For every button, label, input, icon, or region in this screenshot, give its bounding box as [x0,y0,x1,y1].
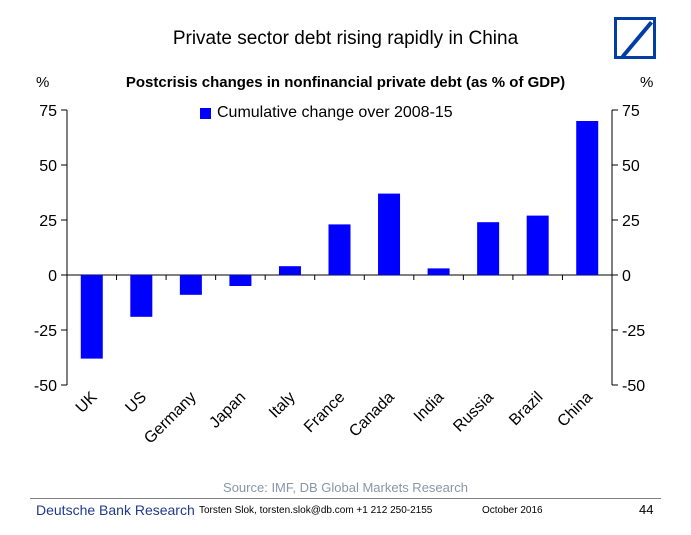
y-tick-label-left: -50 [34,378,57,395]
y-tick-label-right: -50 [622,378,645,395]
y-tick-label-left: -25 [34,323,57,340]
y-tick-label-left: 25 [39,213,57,230]
footer-divider [30,498,661,499]
footer-author: Torsten Slok, torsten.slok@db.com +1 212… [199,505,433,516]
x-tick-label-china: China [554,389,596,431]
bar-italy [278,266,301,275]
chart-title: Postcrisis changes in nonfinancial priva… [125,74,566,91]
chart-source: Source: IMF, DB Global Markets Research [223,480,468,495]
footer-date: October 2016 [482,505,543,516]
y-tick-label-left: 50 [39,158,57,175]
y-tick-label-right: 75 [622,103,640,120]
page-title: Private sector debt rising rapidly in Ch… [172,28,519,49]
y-tick-label-left: 0 [48,268,57,285]
chart-legend: Cumulative change over 2008-15 [200,104,453,122]
footer-brand: Deutsche Bank Research [36,502,195,518]
x-tick-label-japan: Japan [206,389,249,432]
x-tick-label-italy: Italy [266,389,299,422]
y-tick-label-right: 25 [622,213,640,230]
bar-russia [477,222,500,275]
bar-canada [378,193,401,275]
bar-india [427,268,450,275]
x-tick-label-france: France [301,389,348,436]
y-axis-unit-right: % [640,74,654,91]
legend-label: Cumulative change over 2008-15 [217,104,453,121]
y-tick-label-right: 0 [622,268,631,285]
x-tick-label-us: US [122,389,150,417]
bar-germany [179,275,202,295]
bar-brazil [526,215,549,275]
y-tick-label-right: -25 [622,323,645,340]
bar-china [576,121,599,275]
x-tick-label-russia: Russia [450,389,497,436]
y-tick-label-left: 75 [39,103,57,120]
legend-swatch [200,107,211,119]
bar-uk [80,275,103,359]
deutsche-bank-logo-icon [614,17,656,59]
page-number: 44 [639,502,654,517]
x-tick-label-brazil: Brazil [506,389,546,429]
x-tick-label-india: India [411,389,448,426]
bar-france [328,224,351,275]
x-tick-label-canada: Canada [346,389,398,441]
y-axis-unit-left: % [36,74,50,91]
y-tick-label-right: 50 [622,158,640,175]
bar-us [130,275,153,317]
x-tick-label-uk: UK [73,389,101,417]
bar-japan [229,275,252,286]
x-tick-label-germany: Germany [141,389,200,448]
